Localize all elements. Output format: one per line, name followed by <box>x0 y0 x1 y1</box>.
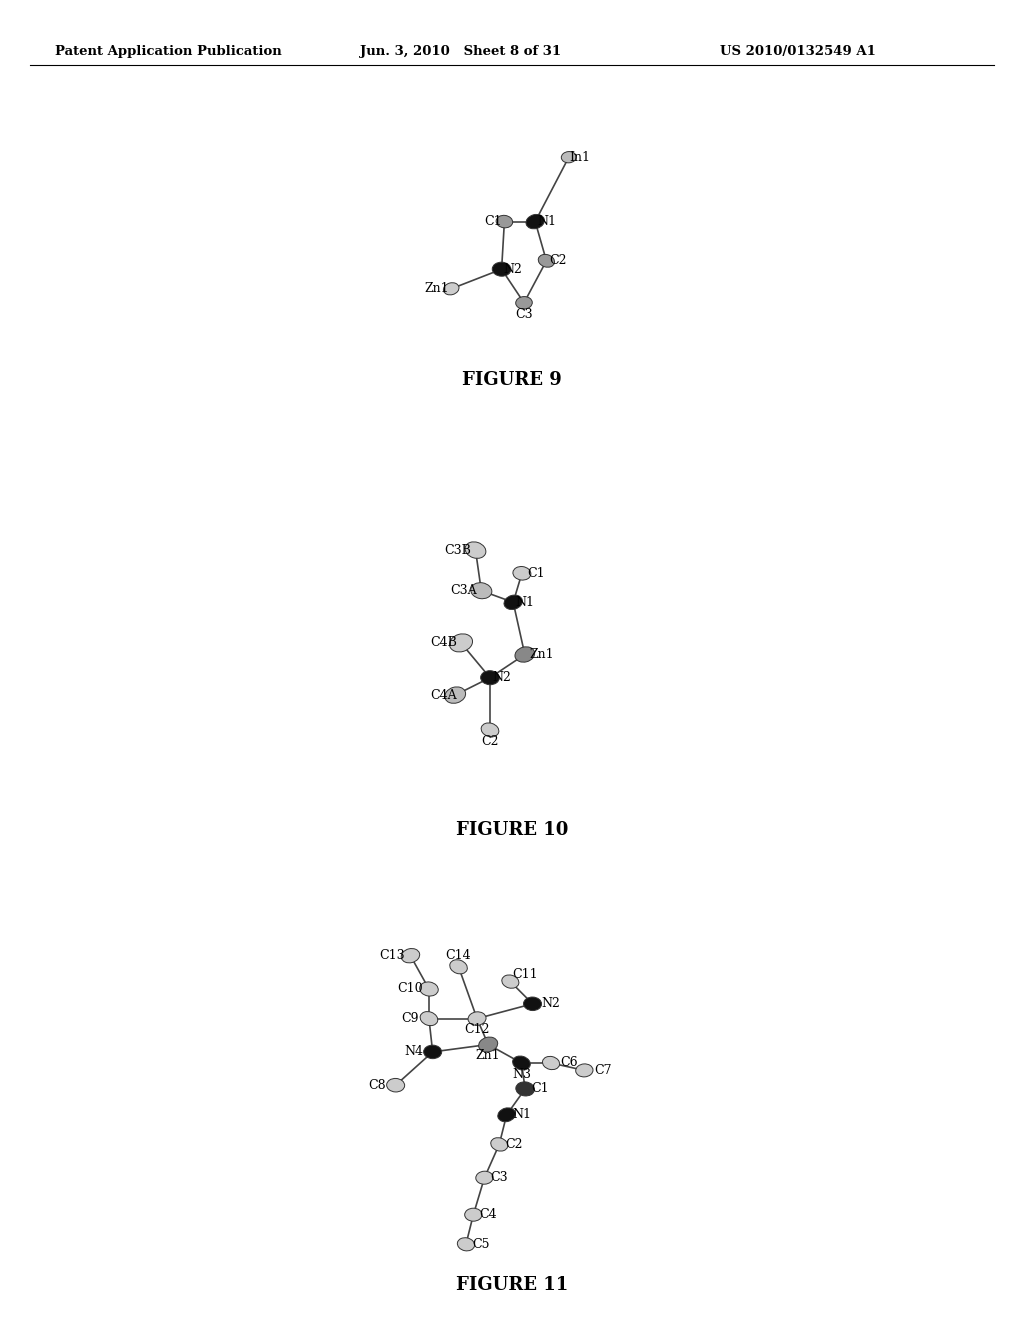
Ellipse shape <box>516 297 532 309</box>
Text: C7: C7 <box>594 1064 611 1077</box>
Text: C2: C2 <box>505 1138 523 1151</box>
Text: C3: C3 <box>515 308 532 321</box>
Text: C3B: C3B <box>444 544 471 557</box>
Text: N2: N2 <box>493 671 511 684</box>
Text: C1: C1 <box>484 215 502 228</box>
Text: C5: C5 <box>472 1238 489 1251</box>
Text: Zn1: Zn1 <box>476 1049 501 1063</box>
Text: N4: N4 <box>404 1045 424 1059</box>
Text: C4B: C4B <box>430 636 457 649</box>
Ellipse shape <box>420 982 438 997</box>
Ellipse shape <box>513 566 530 579</box>
Text: C8: C8 <box>369 1078 386 1092</box>
Ellipse shape <box>478 1038 498 1052</box>
Text: C3: C3 <box>490 1171 508 1184</box>
Ellipse shape <box>498 1107 515 1122</box>
Text: US 2010/0132549 A1: US 2010/0132549 A1 <box>720 45 876 58</box>
Text: FIGURE 9: FIGURE 9 <box>462 371 562 389</box>
Text: Zn1: Zn1 <box>425 282 450 296</box>
Ellipse shape <box>515 647 535 663</box>
Text: N2: N2 <box>542 998 560 1010</box>
Ellipse shape <box>468 1012 486 1026</box>
Ellipse shape <box>575 1064 593 1077</box>
Text: FIGURE 10: FIGURE 10 <box>456 821 568 840</box>
Text: C4A: C4A <box>430 689 457 702</box>
Text: C10: C10 <box>397 982 423 995</box>
Ellipse shape <box>480 671 500 685</box>
Ellipse shape <box>443 282 459 294</box>
Text: C1: C1 <box>531 1082 549 1096</box>
Ellipse shape <box>401 949 420 962</box>
Text: C6: C6 <box>561 1056 579 1069</box>
Ellipse shape <box>465 541 485 558</box>
Ellipse shape <box>497 215 513 228</box>
Text: N1: N1 <box>515 595 535 609</box>
Ellipse shape <box>458 1238 474 1251</box>
Ellipse shape <box>424 1045 441 1059</box>
Text: N3: N3 <box>512 1068 531 1081</box>
Ellipse shape <box>516 1082 535 1096</box>
Text: In1: In1 <box>569 150 591 164</box>
Ellipse shape <box>450 634 472 652</box>
Ellipse shape <box>490 1138 508 1151</box>
Ellipse shape <box>513 1056 530 1071</box>
Ellipse shape <box>476 1171 494 1184</box>
Ellipse shape <box>539 255 555 267</box>
Ellipse shape <box>523 997 542 1011</box>
Ellipse shape <box>387 1078 404 1092</box>
Text: C14: C14 <box>445 949 471 962</box>
Text: C11: C11 <box>512 968 538 981</box>
Text: C4: C4 <box>479 1208 497 1221</box>
Text: N1: N1 <box>512 1109 531 1121</box>
Ellipse shape <box>471 582 492 599</box>
Text: FIGURE 11: FIGURE 11 <box>456 1276 568 1294</box>
Text: N1: N1 <box>537 215 556 228</box>
Ellipse shape <box>444 686 466 704</box>
Text: C9: C9 <box>401 1012 419 1026</box>
Text: C2: C2 <box>481 735 499 748</box>
Ellipse shape <box>504 595 522 610</box>
Text: N2: N2 <box>504 263 522 276</box>
Ellipse shape <box>420 1011 437 1026</box>
Ellipse shape <box>493 263 511 276</box>
Text: Jun. 3, 2010   Sheet 8 of 31: Jun. 3, 2010 Sheet 8 of 31 <box>360 45 561 58</box>
Ellipse shape <box>543 1056 559 1069</box>
Text: C3A: C3A <box>451 585 477 597</box>
Text: C12: C12 <box>464 1023 489 1036</box>
Ellipse shape <box>502 975 519 989</box>
Ellipse shape <box>450 960 467 974</box>
Ellipse shape <box>481 723 499 737</box>
Text: C13: C13 <box>379 949 404 962</box>
Ellipse shape <box>561 152 577 162</box>
Ellipse shape <box>465 1208 482 1221</box>
Text: C1: C1 <box>527 566 545 579</box>
Ellipse shape <box>526 214 545 228</box>
Text: Zn1: Zn1 <box>529 648 555 661</box>
Text: Patent Application Publication: Patent Application Publication <box>55 45 282 58</box>
Text: C2: C2 <box>549 255 566 267</box>
